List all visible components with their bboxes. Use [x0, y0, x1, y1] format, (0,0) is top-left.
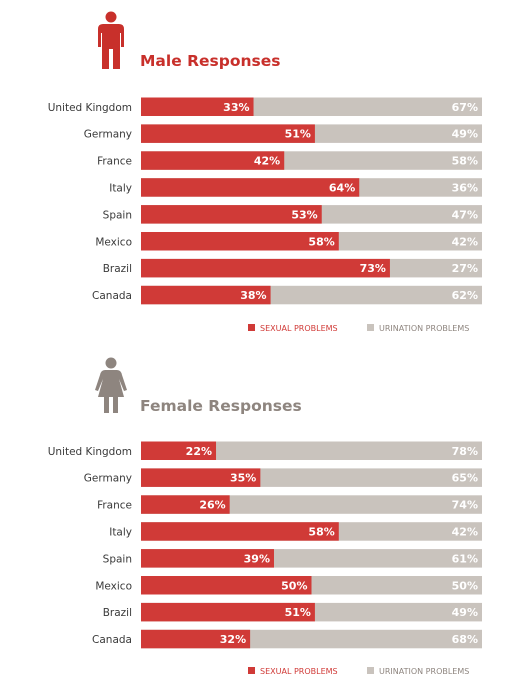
female-value-urination-spain: 61% [452, 552, 478, 565]
female-value-urination-mexico: 50% [452, 579, 478, 592]
female-category-label-germany: Germany [84, 473, 132, 485]
male-bar-sexual-united-kingdom [141, 97, 254, 116]
male-bar-sexual-germany [141, 124, 315, 143]
female-bar-sexual-spain [141, 549, 274, 568]
male-bar-sexual-canada [141, 285, 271, 305]
male-legend-swatch-sexual [248, 324, 255, 331]
female-legend-swatch-sexual [248, 667, 255, 674]
male-category-label-united-kingdom: United Kingdom [48, 102, 132, 114]
male-value-sexual-italy: 64% [329, 181, 355, 194]
female-legend-label-urination: URINATION PROBLEMS [379, 667, 469, 676]
male-value-urination-united-kingdom: 67% [452, 101, 478, 114]
male-legend-label-sexual: SEXUAL PROBLEMS [260, 324, 338, 333]
female-legend-label-sexual: SEXUAL PROBLEMS [260, 667, 338, 676]
female-value-sexual-canada: 32% [220, 633, 246, 646]
male-value-urination-canada: 62% [452, 289, 478, 302]
female-category-label-france: France [97, 500, 132, 512]
male-value-urination-brazil: 27% [452, 262, 478, 275]
male-chart: United Kingdom 33% 67% Germany 51% 49% France 4… [48, 97, 482, 333]
female-bar-sexual-brazil [141, 602, 315, 622]
male-category-label-canada: Canada [92, 290, 132, 302]
male-section: Male Responses United Kingdom 33% 67% Germa… [0, 0, 525, 345]
female-category-label-italy: Italy [109, 526, 132, 538]
female-category-label-mexico: Mexico [95, 580, 132, 592]
female-value-urination-germany: 65% [452, 472, 478, 485]
female-category-label-canada: Canada [92, 634, 132, 646]
male-legend-swatch-urination [367, 324, 374, 331]
male-category-label-germany: Germany [84, 129, 132, 141]
female-bar-sexual-italy [141, 522, 339, 541]
male-value-sexual-spain: 53% [291, 208, 317, 221]
male-bar-sexual-brazil [141, 258, 390, 278]
male-category-label-brazil: Brazil [103, 263, 132, 275]
female-value-sexual-spain: 39% [244, 552, 270, 565]
male-value-sexual-germany: 51% [285, 128, 311, 141]
male-legend-label-urination: URINATION PROBLEMS [379, 324, 469, 333]
male-bar-sexual-france [141, 151, 285, 170]
female-category-label-united-kingdom: United Kingdom [48, 446, 132, 458]
female-bar-sexual-mexico [141, 576, 312, 595]
female-value-urination-canada: 68% [452, 633, 478, 646]
female-value-urination-brazil: 49% [452, 606, 478, 619]
male-bar-sexual-spain [141, 205, 322, 224]
female-value-sexual-brazil: 51% [285, 606, 311, 619]
female-bar-sexual-germany [141, 468, 261, 487]
female-figure-icon [95, 357, 127, 413]
male-category-label-spain: Spain [103, 209, 132, 221]
female-bar-sexual-united-kingdom [141, 441, 217, 460]
female-value-sexual-mexico: 50% [281, 579, 307, 592]
female-section: Female Responses United Kingdom 22% 78% Ger… [0, 345, 525, 693]
male-value-sexual-mexico: 58% [308, 235, 334, 248]
female-value-urination-italy: 42% [452, 525, 478, 538]
female-chart: United Kingdom 22% 78% Germany 35% 65% France 2… [48, 441, 482, 676]
male-value-urination-germany: 49% [452, 128, 478, 141]
male-value-urination-spain: 47% [452, 208, 478, 221]
female-bar-urination-united-kingdom [141, 441, 482, 460]
male-figure-icon [98, 11, 124, 69]
female-bar-sexual-canada [141, 629, 251, 649]
female-value-urination-united-kingdom: 78% [452, 445, 478, 458]
female-section-title: Female Responses [140, 397, 302, 415]
female-value-sexual-united-kingdom: 22% [186, 445, 212, 458]
male-value-sexual-france: 42% [254, 155, 280, 168]
male-category-label-italy: Italy [109, 182, 132, 194]
male-bar-sexual-mexico [141, 232, 339, 251]
male-value-urination-france: 58% [452, 155, 478, 168]
male-section-title: Male Responses [140, 52, 281, 70]
male-value-sexual-united-kingdom: 33% [223, 101, 249, 114]
male-value-urination-italy: 36% [452, 181, 478, 194]
male-category-label-mexico: Mexico [95, 236, 132, 248]
female-category-label-brazil: Brazil [103, 607, 132, 619]
female-value-sexual-germany: 35% [230, 472, 256, 485]
female-value-urination-france: 74% [452, 499, 478, 512]
male-category-label-france: France [97, 156, 132, 168]
female-value-sexual-france: 26% [199, 499, 225, 512]
female-bar-sexual-france [141, 495, 230, 514]
male-value-sexual-brazil: 73% [360, 262, 386, 275]
female-legend-swatch-urination [367, 667, 374, 674]
male-value-sexual-canada: 38% [240, 289, 266, 302]
male-bar-sexual-italy [141, 178, 360, 197]
male-value-urination-mexico: 42% [452, 235, 478, 248]
female-value-sexual-italy: 58% [308, 525, 334, 538]
female-category-label-spain: Spain [103, 553, 132, 565]
